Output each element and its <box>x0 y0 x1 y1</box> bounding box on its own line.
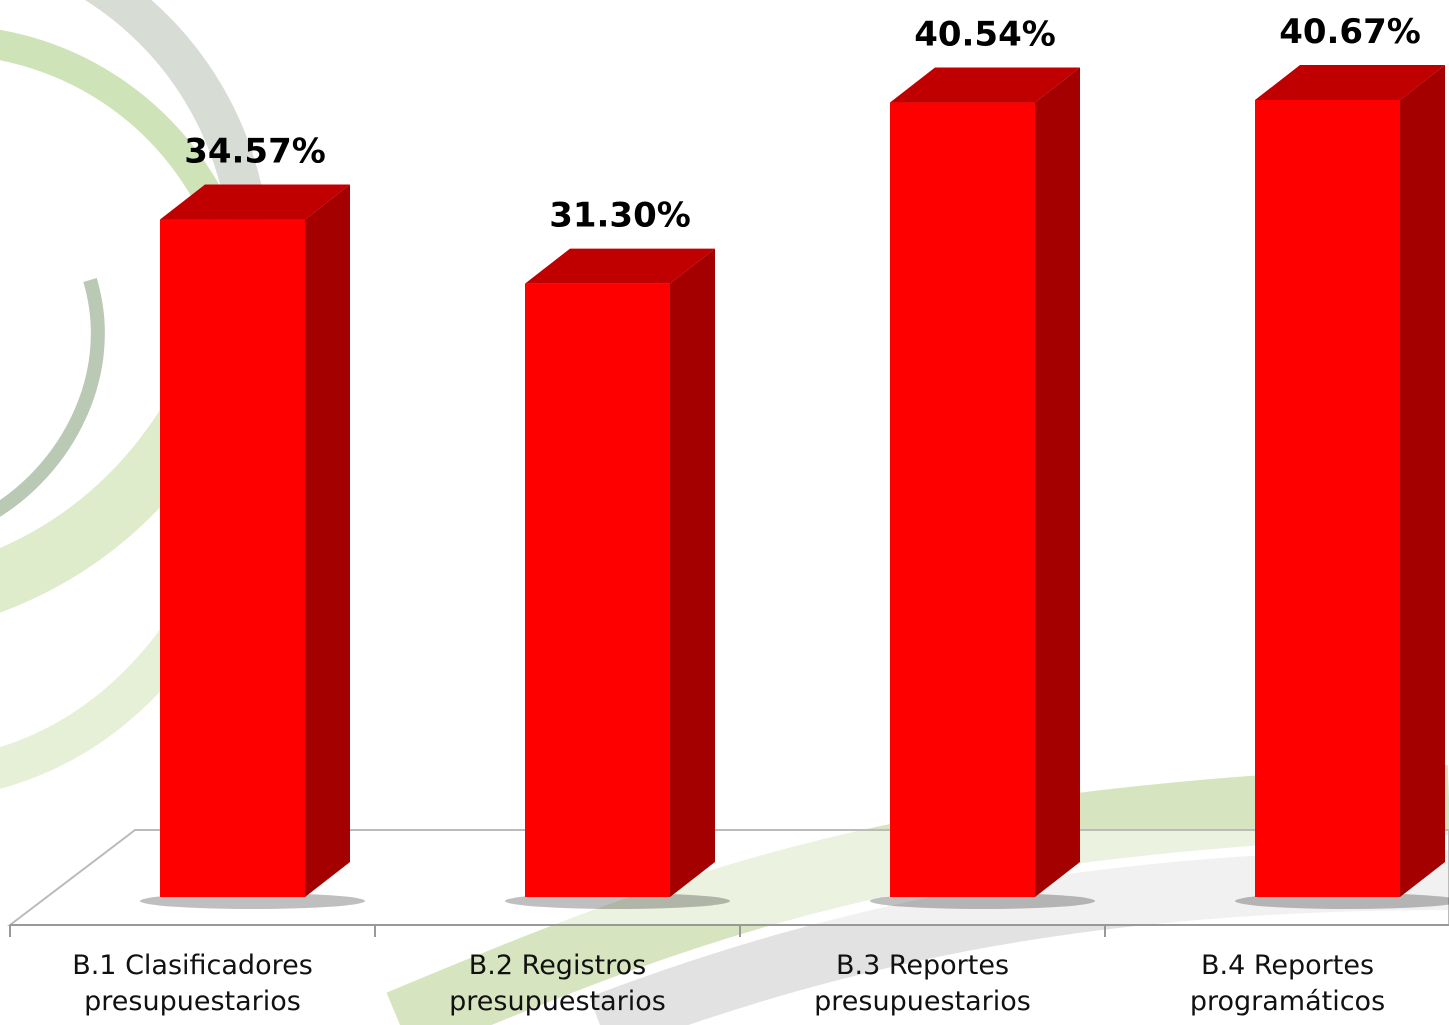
bar-front <box>1255 100 1400 897</box>
bar-front <box>525 283 670 897</box>
bar-top <box>525 248 715 284</box>
x-tick-label: B.1 Clasificadores presupuestarios <box>72 950 313 1017</box>
bar-top <box>890 67 1080 103</box>
x-tick-label: B.2 Registros presupuestarios <box>449 950 666 1017</box>
bar-top <box>160 184 350 220</box>
bar <box>505 248 730 909</box>
value-label: 31.30% <box>549 196 691 236</box>
swirl <box>0 29 234 227</box>
bar-side <box>305 184 350 897</box>
value-label: 40.67% <box>1279 12 1421 52</box>
bar <box>870 67 1095 909</box>
bar-side <box>670 248 715 897</box>
swirl <box>84 0 270 261</box>
bar <box>1235 65 1449 909</box>
swirl <box>0 277 105 517</box>
value-label: 40.54% <box>914 15 1056 55</box>
bar-front <box>160 219 305 897</box>
x-tick-label: B.4 Reportes programáticos <box>1189 950 1386 1017</box>
bar-top <box>1255 65 1445 100</box>
bar-side <box>1400 65 1445 897</box>
bar-side <box>1035 67 1080 897</box>
bar-shadow <box>1235 893 1449 909</box>
value-label: 34.57% <box>184 132 326 172</box>
x-tick-label: B.3 Reportes presupuestarios <box>814 950 1031 1017</box>
bar <box>140 184 365 909</box>
bar-front <box>890 102 1035 897</box>
